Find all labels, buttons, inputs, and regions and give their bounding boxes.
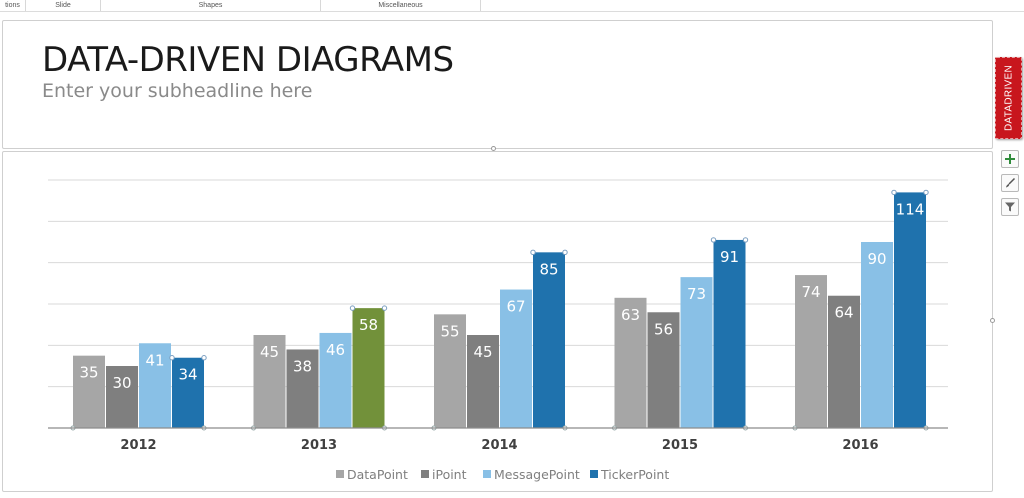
legend-label: MessagePoint	[494, 467, 580, 482]
add-element-button[interactable]	[1001, 150, 1019, 168]
bar-tickerpoint-2013[interactable]	[352, 308, 385, 428]
category-label: 2013	[301, 438, 337, 453]
data-label: 90	[867, 250, 886, 268]
bar-datapoint-2014[interactable]	[434, 314, 466, 428]
bar-handle[interactable]	[349, 305, 356, 311]
plus-icon	[1005, 154, 1015, 164]
bar-tickerpoint-2015[interactable]	[713, 239, 746, 428]
category-label: 2015	[662, 438, 698, 453]
bar-tickerpoint-2014[interactable]	[533, 252, 565, 428]
bar-datapoint-2013[interactable]	[253, 335, 286, 428]
bar-tickerpoint-2012[interactable]	[172, 357, 204, 428]
resize-handle-right[interactable]	[990, 318, 995, 323]
ribbon-group-shapes[interactable]: Shapes	[101, 0, 321, 11]
data-label: 74	[801, 283, 820, 301]
bar-handle[interactable]	[742, 237, 749, 243]
bar-chart[interactable]: 35 30 41 34 45 38 46 58 55 45 67 85 63 56 73 91 74 64 90 11…	[3, 152, 994, 493]
data-label: 91	[720, 248, 739, 266]
ribbon: tions Slide Shapes Miscellaneous	[0, 0, 1024, 12]
data-label: 46	[326, 341, 345, 359]
style-button[interactable]	[1001, 174, 1019, 192]
data-label: 55	[440, 322, 459, 340]
bar-handle[interactable]	[923, 189, 929, 196]
x-axis: 2012 2013 2014 2015 2016	[48, 427, 948, 453]
datadriven-tab[interactable]: DATADRIVEN	[995, 57, 1022, 139]
bar-handle[interactable]	[169, 355, 175, 361]
data-label: 114	[896, 200, 925, 218]
data-label: 34	[178, 366, 197, 384]
bar-handle[interactable]	[201, 355, 207, 361]
chart-placeholder[interactable]: 35 30 41 34 45 38 46 58 55 45 67 85 63 56 73 91 74 64 90 11…	[2, 151, 993, 492]
bar-ipoint-2016[interactable]	[828, 295, 860, 428]
bar-handle[interactable]	[710, 237, 717, 243]
bar-handle[interactable]	[381, 305, 388, 311]
data-label: 67	[506, 298, 525, 316]
bar-messagepoint-2013[interactable]	[319, 332, 352, 428]
brush-icon	[1006, 177, 1016, 188]
data-label: 38	[293, 357, 312, 375]
bar-datapoint-2012[interactable]	[73, 355, 105, 428]
category-label: 2014	[481, 438, 517, 453]
category-label: 2012	[120, 438, 156, 453]
ribbon-group-options[interactable]: tions	[0, 0, 26, 11]
bar-handle[interactable]	[562, 249, 568, 256]
data-label: 35	[79, 364, 98, 382]
bar-tickerpoint-2016[interactable]	[894, 192, 926, 428]
slide-title[interactable]: DATA-DRIVEN DIAGRAMS	[42, 40, 454, 80]
legend-swatch	[421, 470, 429, 478]
bar-handle[interactable]	[530, 249, 536, 256]
legend-swatch	[590, 470, 598, 478]
slide-subtitle[interactable]: Enter your subheadline here	[42, 80, 313, 102]
bar-ipoint-2015[interactable]	[647, 312, 680, 428]
bar-datapoint-2015[interactable]	[614, 297, 647, 428]
legend-swatch	[336, 470, 344, 478]
ribbon-group-slide[interactable]: Slide	[26, 0, 101, 11]
data-label: 58	[359, 316, 378, 334]
data-label: 56	[654, 320, 673, 338]
legend-label: iPoint	[432, 467, 467, 482]
legend-label: TickerPoint	[600, 467, 669, 482]
legend-swatch	[483, 470, 491, 478]
data-label: 41	[145, 351, 164, 369]
data-label: 30	[112, 374, 131, 392]
resize-handle-top[interactable]	[491, 146, 496, 151]
category-label: 2016	[842, 438, 878, 453]
bar-messagepoint-2014[interactable]	[500, 289, 532, 428]
data-label: 63	[621, 306, 640, 324]
bar-messagepoint-2016[interactable]	[861, 242, 893, 428]
bar-datapoint-2016[interactable]	[795, 275, 827, 428]
bar-ipoint-2013[interactable]	[286, 349, 319, 428]
bar-ipoint-2014[interactable]	[467, 335, 499, 428]
filter-icon	[1005, 202, 1015, 212]
bar-messagepoint-2015[interactable]	[680, 277, 713, 428]
header-placeholder[interactable]	[2, 20, 993, 149]
data-label: 73	[687, 285, 706, 303]
data-label: 85	[539, 260, 558, 278]
data-label: 64	[834, 304, 853, 322]
bar-messagepoint-2012[interactable]	[139, 343, 171, 428]
bar-ipoint-2012[interactable]	[106, 366, 138, 428]
data-label: 45	[260, 343, 279, 361]
legend-label: DataPoint	[347, 467, 408, 482]
bars: 35 30 41 34 45 38 46 58 55 45 67 85 63 56 73 91 74 64 90 11…	[70, 189, 929, 431]
bar-handle[interactable]	[891, 189, 897, 196]
filter-button[interactable]	[1001, 198, 1019, 216]
datadriven-tab-label: DATADRIVEN	[1003, 65, 1014, 131]
legend: DataPoint iPoint MessagePoint TickerPoint	[336, 467, 669, 482]
ribbon-group-miscellaneous[interactable]: Miscellaneous	[321, 0, 481, 11]
data-label: 45	[473, 343, 492, 361]
